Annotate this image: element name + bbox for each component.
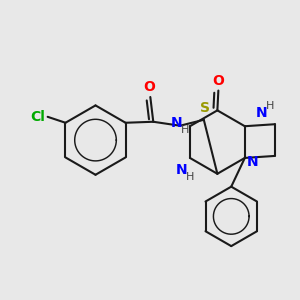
Text: S: S — [200, 101, 210, 115]
Text: N: N — [176, 163, 188, 177]
Text: H: H — [266, 101, 274, 111]
Text: N: N — [256, 106, 268, 120]
Text: N: N — [247, 155, 259, 169]
Text: H: H — [186, 172, 194, 182]
Text: H: H — [181, 125, 189, 135]
Text: O: O — [143, 80, 155, 94]
Text: O: O — [212, 74, 224, 88]
Text: Cl: Cl — [30, 110, 45, 124]
Text: N: N — [171, 116, 183, 130]
